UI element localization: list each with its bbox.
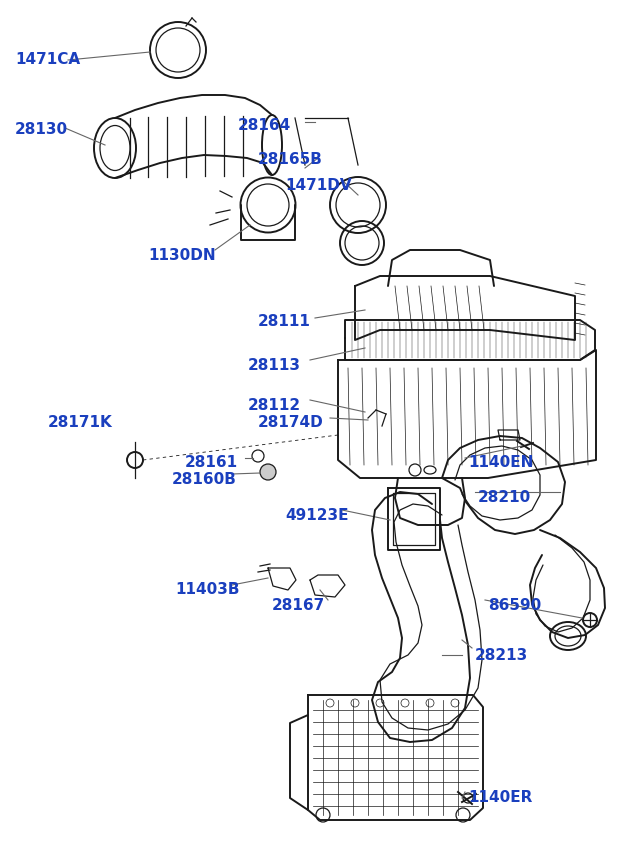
Text: 1471DV: 1471DV <box>285 178 352 193</box>
Text: 28165B: 28165B <box>258 152 323 167</box>
Text: 1140ER: 1140ER <box>468 790 533 805</box>
Text: 28167: 28167 <box>272 598 326 613</box>
Text: 28160B: 28160B <box>172 472 237 487</box>
Text: 1140EN: 1140EN <box>468 455 533 470</box>
Text: 1130DN: 1130DN <box>148 248 216 263</box>
Text: 28112: 28112 <box>248 398 301 413</box>
Circle shape <box>260 464 276 480</box>
Text: 11403B: 11403B <box>175 582 239 597</box>
Text: 1471CA: 1471CA <box>15 52 80 67</box>
Text: 28161: 28161 <box>185 455 238 470</box>
Text: 28130: 28130 <box>15 122 68 137</box>
Text: 28164: 28164 <box>238 118 291 133</box>
Text: 28210: 28210 <box>478 490 531 505</box>
Text: 86590: 86590 <box>488 598 541 613</box>
Text: 49123E: 49123E <box>285 508 348 523</box>
Text: 28171K: 28171K <box>48 415 113 430</box>
Text: 28113: 28113 <box>248 358 301 373</box>
Text: 28213: 28213 <box>475 648 528 663</box>
Text: 28111: 28111 <box>258 314 311 329</box>
Text: 28174D: 28174D <box>258 415 324 430</box>
